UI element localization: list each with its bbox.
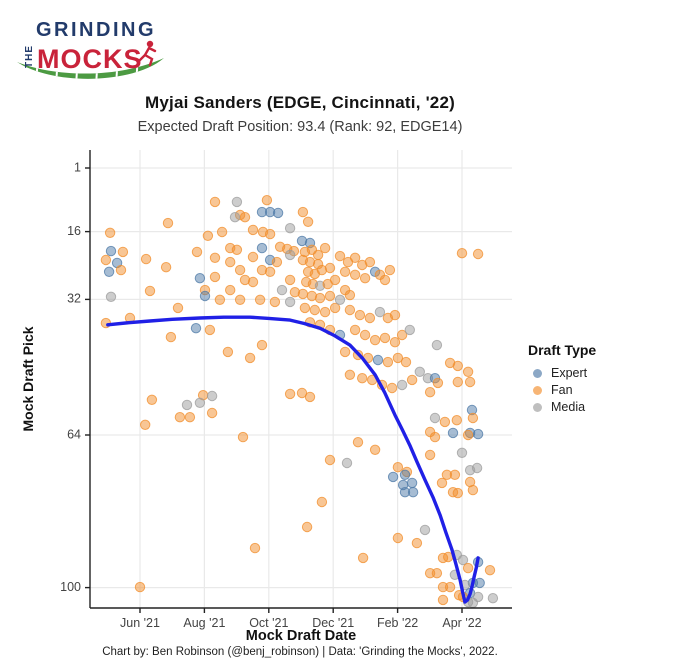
svg-text:Oct '21: Oct '21 [249, 616, 288, 630]
grinding-the-mocks-logo: GRINDING THE MOCKS [17, 19, 164, 79]
y-axis-label: Mock Draft Pick [20, 326, 36, 432]
svg-text:Aug '21: Aug '21 [183, 616, 225, 630]
legend-title: Draft Type [528, 342, 597, 358]
svg-text:32: 32 [67, 292, 81, 306]
legend-item-expert: Expert [528, 366, 693, 380]
logo-football-field-swoosh [17, 58, 164, 79]
fan-dot-icon [533, 385, 542, 395]
legend-item-media: Media [528, 400, 693, 414]
legend-label-expert: Expert [551, 366, 588, 380]
legend-label-media: Media [551, 400, 586, 414]
svg-text:1: 1 [74, 160, 81, 174]
expert-dot-icon [533, 368, 542, 378]
logo-the-text: THE [24, 45, 35, 68]
svg-text:Jun '21: Jun '21 [120, 616, 160, 630]
logo-mocks-text: MOCKS [37, 44, 143, 74]
svg-text:100: 100 [60, 580, 81, 594]
svg-text:Feb '22: Feb '22 [377, 616, 418, 630]
legend-label-fan: Fan [551, 383, 573, 397]
legend: Draft Type Expert Fan Media [528, 342, 693, 417]
footer-credit: Chart by: Ben Robinson (@benj_robinson) … [102, 646, 498, 658]
svg-text:16: 16 [67, 224, 81, 238]
page-subtitle: Expected Draft Position: 93.4 (Rank: 92,… [137, 119, 463, 135]
media-dot-icon [533, 402, 542, 412]
logo-runner-icon [137, 40, 157, 67]
svg-text:Dec '21: Dec '21 [312, 616, 354, 630]
x-axis-label: Mock Draft Date [245, 628, 357, 644]
svg-text:Apr '22: Apr '22 [442, 616, 481, 630]
svg-text:64: 64 [67, 427, 81, 441]
logo-grinding-text: GRINDING [36, 19, 156, 41]
legend-item-fan: Fan [528, 383, 693, 397]
page-title: Myjai Sanders (EDGE, Cincinnati, '22) [145, 93, 455, 112]
